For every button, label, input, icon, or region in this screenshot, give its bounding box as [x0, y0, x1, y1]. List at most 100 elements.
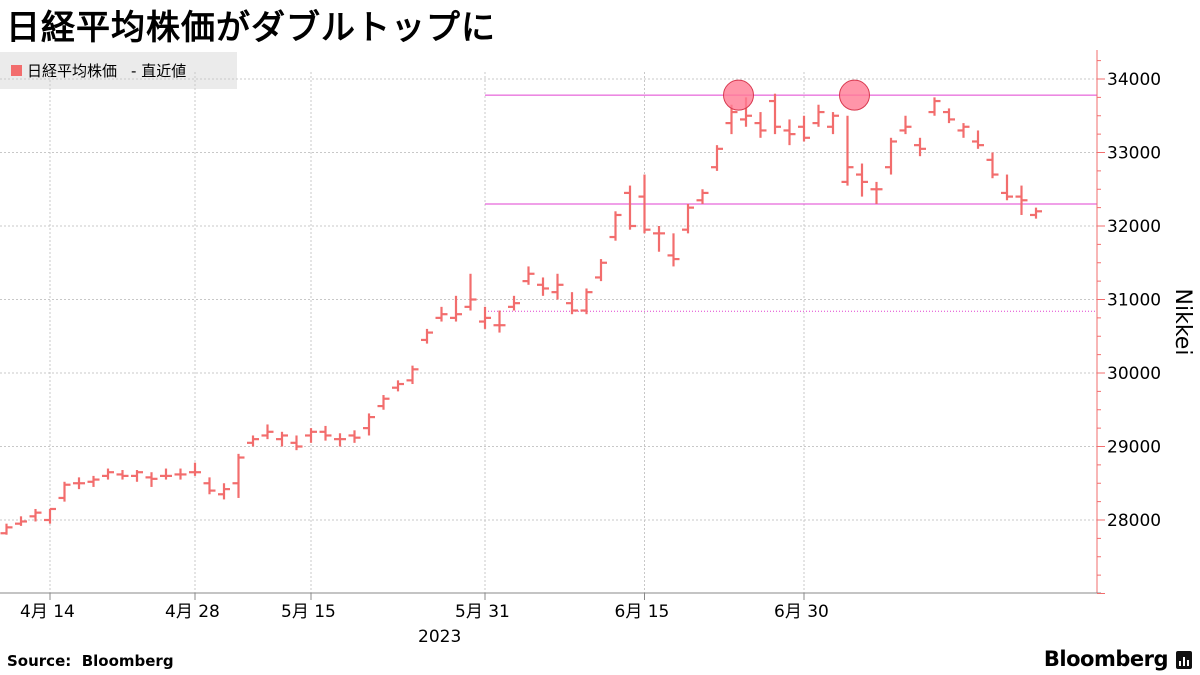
ohlc-bar [522, 266, 535, 285]
ohlc-bar [899, 115, 912, 135]
ohlc-bar [377, 395, 390, 410]
y-tick-label: 30000 [1107, 364, 1161, 384]
y-tick-label: 31000 [1107, 291, 1161, 311]
ohlc-bar [464, 273, 477, 311]
ohlc-bar [493, 310, 506, 333]
legend-swatch [11, 65, 22, 76]
peak-marker [839, 79, 870, 111]
y-tick-label: 33000 [1107, 144, 1161, 164]
y-tick-label: 29000 [1107, 438, 1161, 458]
ohlc-bar [986, 152, 999, 179]
ohlc-bar [1015, 185, 1028, 215]
ohlc-bar [261, 424, 274, 440]
ohlc-bar [145, 472, 158, 487]
ohlc-bar [841, 115, 854, 186]
x-tick-label: 5月 31 [455, 602, 510, 622]
ohlc-bar [1030, 207, 1042, 219]
page-title: 日経平均株価がダブルトップに [6, 8, 496, 48]
ohlc-bar [232, 453, 245, 498]
ohlc-bar [725, 104, 738, 135]
x-tick-label: 5月 15 [281, 602, 336, 622]
year-label: 2023 [418, 627, 461, 647]
axes: 28000 29000 30000 31000 32000 33000 34000 4月 14… [0, 50, 1195, 647]
ohlc-bar [131, 470, 143, 482]
annotations [485, 94, 1097, 312]
y-tick-label: 32000 [1107, 217, 1161, 237]
legend: 日経平均株価 - 直近値 [0, 52, 237, 89]
ohlc-bar [421, 328, 433, 344]
x-tick-label: 4月 28 [165, 602, 220, 622]
ohlc-bar [0, 523, 13, 535]
price-bars [0, 93, 1042, 535]
ohlc-bar [638, 174, 651, 234]
legend-value-label: - 直近値 [131, 62, 187, 80]
ohlc-bar [827, 112, 839, 135]
ohlc-bar [15, 516, 27, 526]
ohlc-bar [551, 273, 564, 300]
ohlc-bar [116, 470, 129, 480]
ohlc-bar [73, 477, 85, 490]
ohlc-bar [667, 233, 680, 267]
ohlc-bar [218, 483, 230, 500]
y-tick-label: 28000 [1107, 511, 1161, 531]
ohlc-bar [624, 185, 636, 230]
ohlc-bar [479, 306, 491, 329]
bloomberg-icon [1176, 651, 1192, 669]
x-tick-label: 6月 30 [774, 602, 829, 622]
ohlc-bar [812, 104, 825, 127]
ohlc-bar [754, 112, 767, 138]
ohlc-bar [435, 306, 448, 322]
ohlc-bar [160, 468, 172, 480]
ohlc-bar [537, 277, 549, 296]
ohlc-bar [189, 462, 201, 476]
ohlc-bar [595, 259, 607, 282]
ohlc-bar [305, 428, 317, 443]
ohlc-bar [247, 435, 259, 447]
ohlc-bar [580, 288, 593, 315]
ohlc-bar [682, 203, 694, 234]
grid [0, 72, 1097, 593]
ohlc-bar [1001, 174, 1013, 201]
ohlc-bar [769, 93, 781, 135]
x-tick-label: 4月 14 [20, 602, 75, 622]
x-tick-label: 6月 15 [615, 602, 670, 622]
ohlc-bar [319, 425, 332, 441]
ohlc-bar [885, 137, 897, 175]
ohlc-bar [711, 145, 723, 171]
ohlc-bar [58, 481, 71, 502]
ohlc-bar [798, 115, 810, 142]
ohlc-bar [44, 507, 56, 524]
y-tick-label: 34000 [1107, 70, 1161, 90]
source-note: Source: Bloomberg [7, 652, 174, 670]
peak-marker [723, 79, 754, 111]
ohlc-bar [392, 380, 404, 392]
ohlc-bar [972, 130, 984, 149]
ohlc-bar [508, 295, 520, 311]
ohlc-bar [203, 477, 216, 495]
ohlc-bar [102, 468, 114, 480]
ohlc-bar [406, 365, 419, 385]
ohlc-bar [450, 295, 462, 322]
ohlc-bar [928, 97, 941, 116]
ohlc-bar [914, 137, 926, 157]
ohlc-bar [566, 292, 578, 315]
ohlc-bar [276, 431, 288, 447]
ohlc-bar [943, 108, 955, 124]
peak-markers [723, 79, 870, 111]
legend-label: 日経平均株価 [27, 62, 118, 80]
ohlc-bar [348, 430, 361, 443]
ohlc-bar [87, 475, 100, 487]
y-axis-label: Nikkei [1170, 289, 1195, 356]
ohlc-bar [653, 226, 665, 252]
brand-logo: Bloomberg [1043, 647, 1169, 671]
ohlc-bar [856, 163, 868, 197]
ohlc-bar [334, 433, 346, 447]
ohlc-bar [290, 435, 303, 451]
ohlc-bar [29, 508, 42, 522]
ohlc-bar [870, 181, 883, 204]
ohlc-bar [363, 413, 375, 436]
ohlc-bar [174, 468, 187, 480]
ohlc-bar [696, 189, 709, 204]
ohlc-bar [609, 211, 622, 241]
